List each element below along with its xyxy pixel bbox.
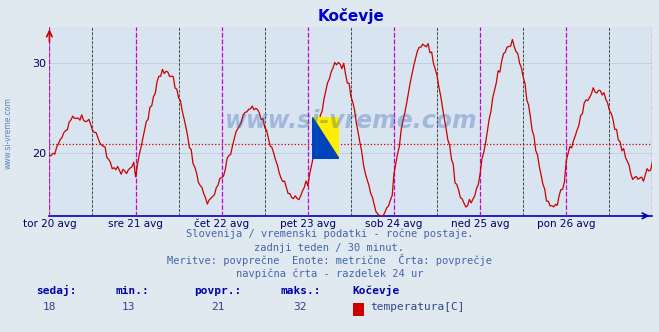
Text: 18: 18 <box>43 302 56 312</box>
Text: www.si-vreme.com: www.si-vreme.com <box>3 97 13 169</box>
Text: maks.:: maks.: <box>280 286 320 296</box>
Text: sedaj:: sedaj: <box>36 285 76 296</box>
Text: Slovenija / vremenski podatki - ročne postaje.: Slovenija / vremenski podatki - ročne po… <box>186 229 473 239</box>
Text: www.si-vreme.com: www.si-vreme.com <box>225 109 477 133</box>
Title: Kočevje: Kočevje <box>318 8 384 24</box>
Text: Meritve: povprečne  Enote: metrične  Črta: povprečje: Meritve: povprečne Enote: metrične Črta:… <box>167 254 492 266</box>
Text: Kočevje: Kočevje <box>353 285 400 296</box>
Text: temperatura[C]: temperatura[C] <box>370 302 465 312</box>
Text: navpična črta - razdelek 24 ur: navpična črta - razdelek 24 ur <box>236 269 423 279</box>
Text: 13: 13 <box>122 302 135 312</box>
Text: povpr.:: povpr.: <box>194 286 242 296</box>
Text: zadnji teden / 30 minut.: zadnji teden / 30 minut. <box>254 243 405 253</box>
Text: min.:: min.: <box>115 286 149 296</box>
Text: 32: 32 <box>293 302 306 312</box>
Text: 21: 21 <box>211 302 224 312</box>
